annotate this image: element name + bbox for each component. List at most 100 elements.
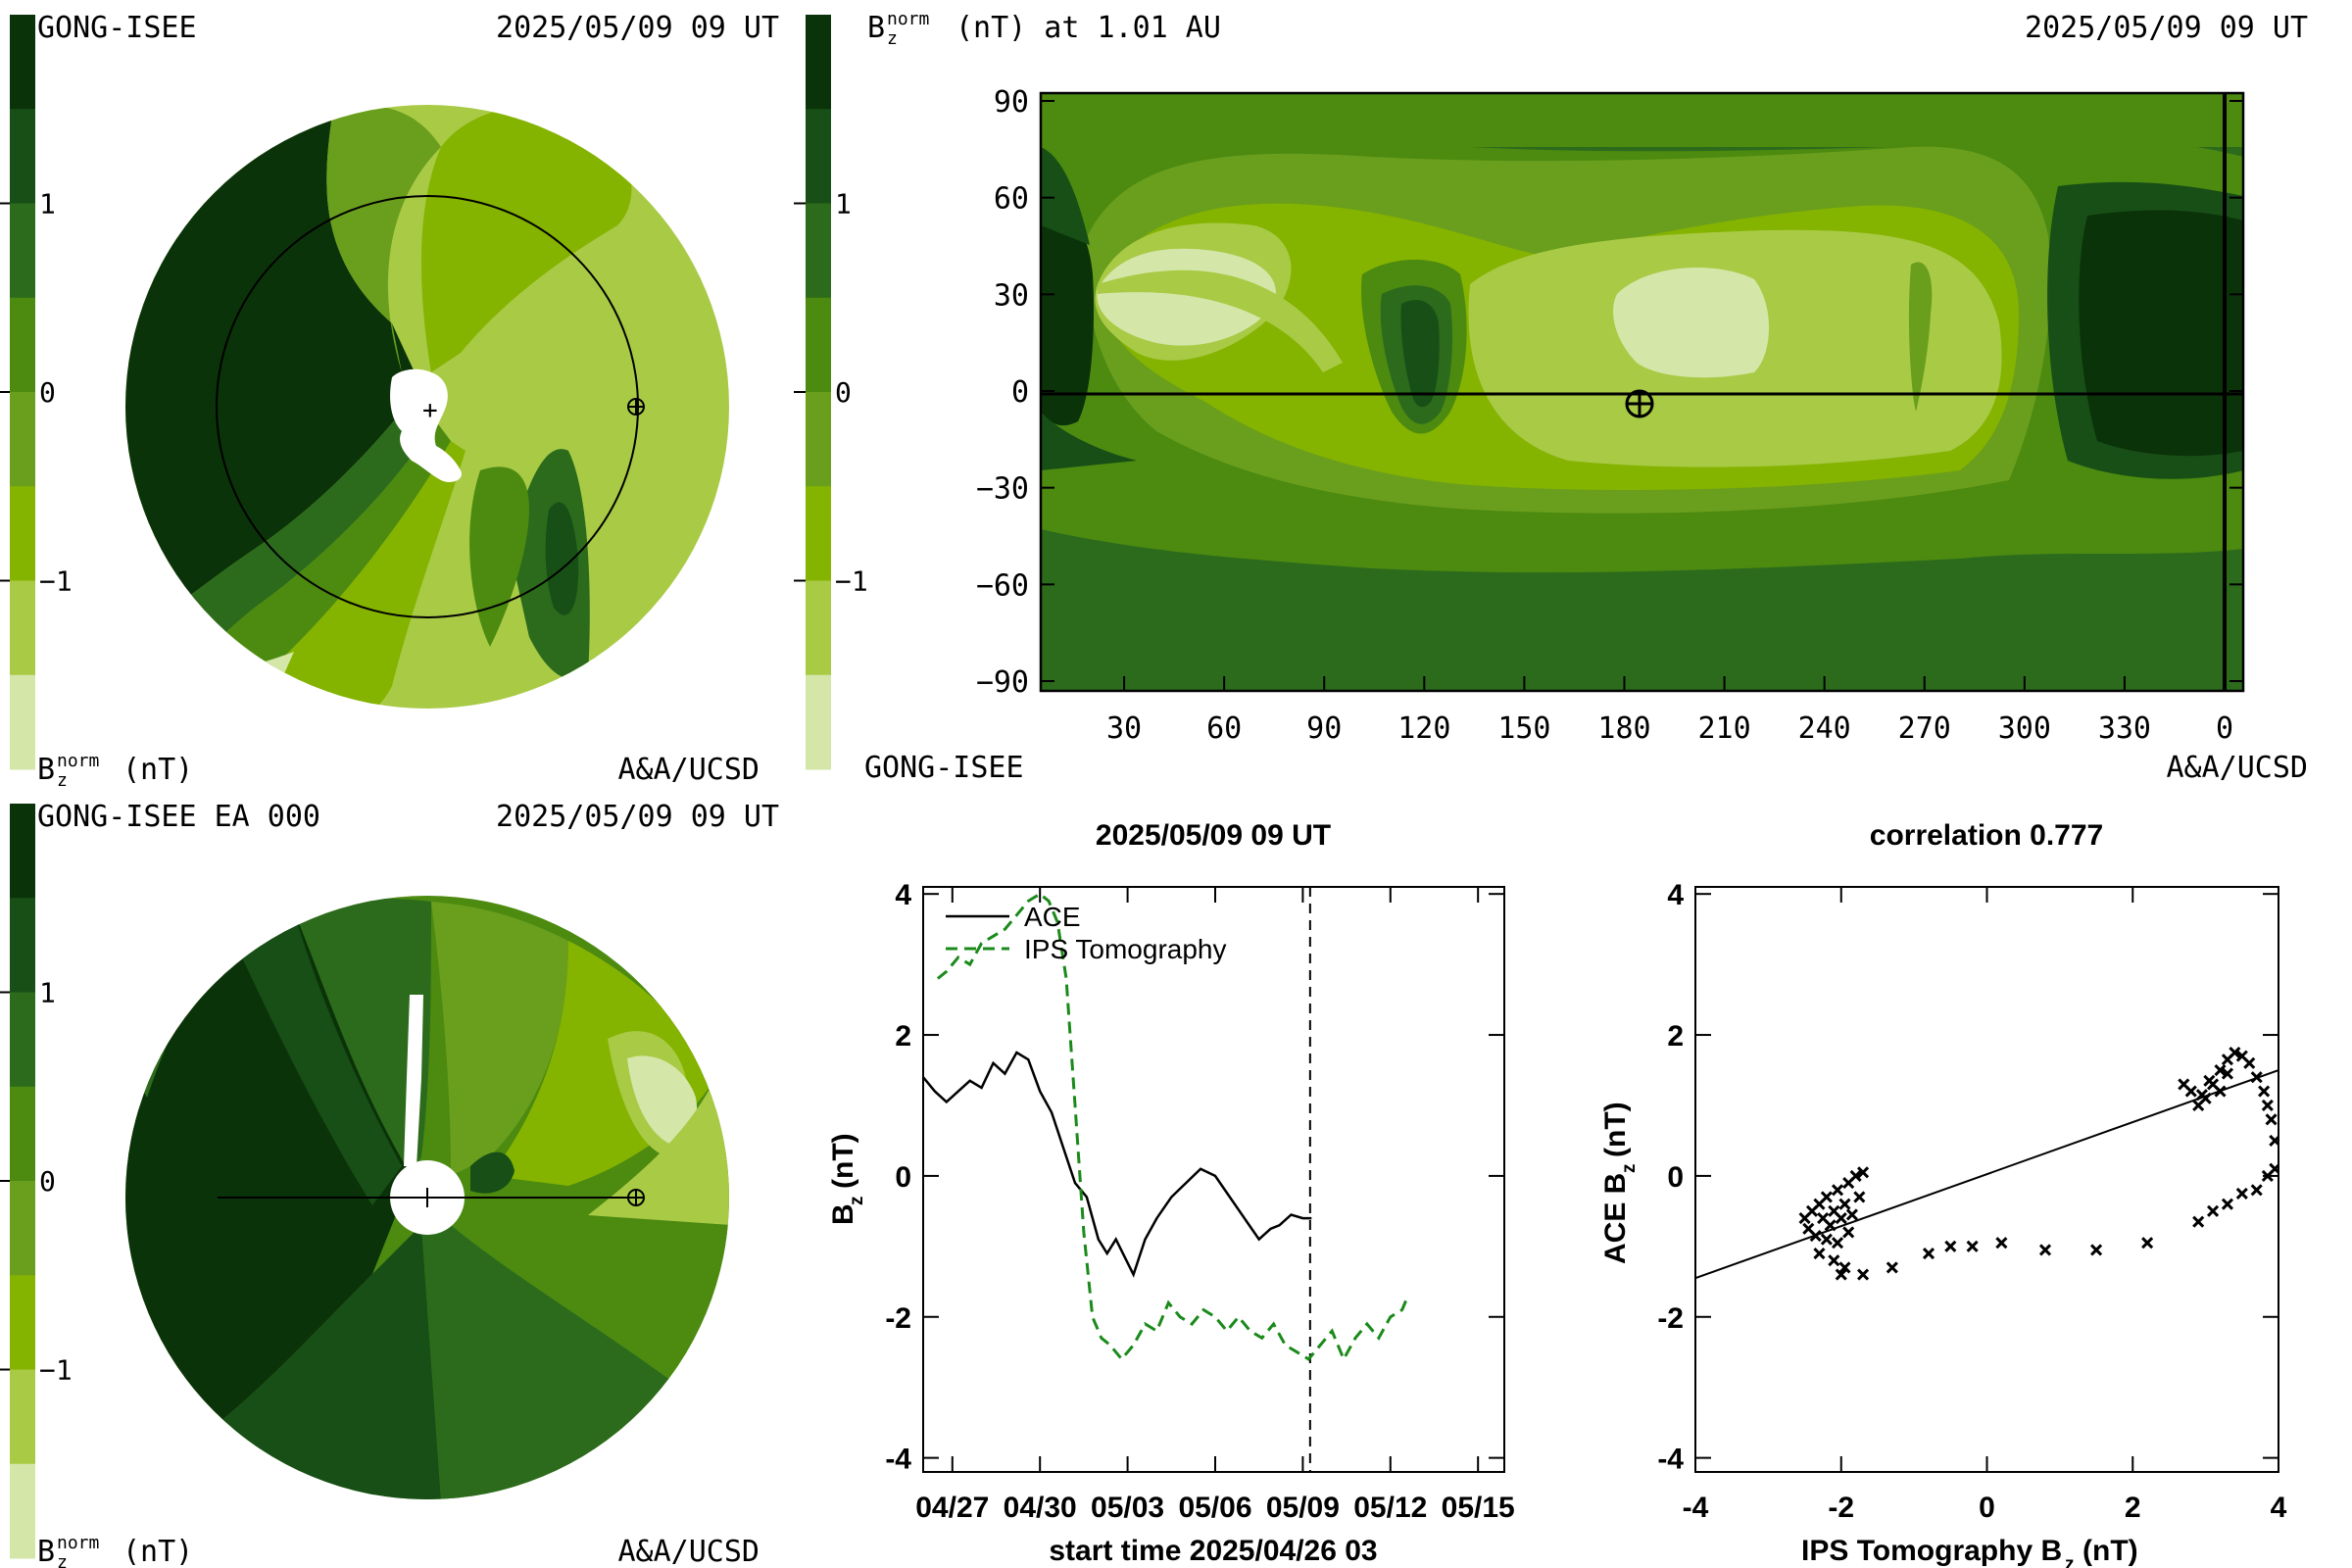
colorbar-segment <box>10 674 35 770</box>
svg-text:(nT): (nT) <box>122 1535 193 1568</box>
scatter-point <box>1835 1211 1847 1225</box>
x-axis-label: start time 2025/04/26 03 <box>1049 1535 1377 1567</box>
x-tick-label: -4 <box>1683 1492 1709 1524</box>
svg-text:B: B <box>37 753 55 787</box>
colorbar-tick-label: 0 <box>835 376 852 409</box>
y-tick-label: 4 <box>1667 879 1684 911</box>
y-tick-label: -4 <box>1657 1444 1684 1476</box>
scatter-point <box>2221 1067 2233 1080</box>
svg-text:z: z <box>2065 1554 2075 1568</box>
y-axis-label: ACE B z (nT) <box>1599 1102 1640 1264</box>
scatter-point-stroke <box>1817 1211 1830 1225</box>
scatter-point-stroke <box>2207 1204 2220 1217</box>
datetime-label: 2025/05/09 09 UT <box>496 11 779 45</box>
scatter-point-stroke <box>2184 1085 2197 1098</box>
svg-text:norm: norm <box>57 751 99 771</box>
scatter-point-stroke <box>1820 1191 1833 1203</box>
colorbar-segment <box>806 392 831 487</box>
scatter-point-stroke <box>1820 1233 1833 1246</box>
map-contours <box>1041 93 2243 691</box>
scatter-point-stroke <box>1835 1268 1847 1281</box>
svg-text:B: B <box>827 1203 859 1225</box>
scatter-point-stroke <box>2243 1056 2256 1069</box>
scatter-point <box>2203 1074 2216 1087</box>
chart-title: correlation 0.777 <box>1870 819 2103 852</box>
colorbar-segment <box>10 992 35 1088</box>
map-title: B z norm (nT) at 1.01 AU <box>867 9 1221 49</box>
y-tick-label: -4 <box>885 1444 911 1476</box>
svg-text:norm: norm <box>887 9 929 29</box>
scatter-point <box>1809 1229 1822 1243</box>
scatter-point <box>1853 1191 1866 1203</box>
map-x-tick-label: 270 <box>1898 711 1951 746</box>
ips-series-line <box>936 892 1410 1363</box>
colorbar-tick-label: 1 <box>39 188 56 220</box>
scatter-point-stroke <box>2235 1050 2248 1062</box>
colorbar-tick-label: −1 <box>39 565 73 598</box>
x-tick-label: -2 <box>1828 1492 1854 1524</box>
map-y-tick-label: 60 <box>994 182 1029 217</box>
scatter-point <box>2214 1063 2227 1077</box>
svg-text:z: z <box>887 28 898 49</box>
x-tick-label: 05/15 <box>1442 1492 1515 1524</box>
scatter-point <box>2235 1050 2248 1062</box>
axes: 4 2 0 -2 -4 -4 -2 0 2 4 <box>1657 879 2286 1524</box>
scatter-point <box>2221 1054 2233 1066</box>
map-y-ticks: 90 60 30 0 −30 −60 −90 <box>976 85 2243 700</box>
scatter-point-stroke <box>1831 1237 1844 1250</box>
scatter-point-stroke <box>2221 1198 2233 1210</box>
scatter-point-stroke <box>2192 1099 2205 1112</box>
colorbar-segment <box>806 203 831 299</box>
svg-text:(nT): (nT) <box>827 1133 859 1189</box>
plot-frame <box>922 886 1505 1473</box>
scatter-point-stroke <box>2214 1063 2227 1077</box>
datetime-label: 2025/05/09 09 UT <box>2025 11 2308 45</box>
scatter-point <box>2038 1244 2052 1256</box>
scatter-point-stroke <box>2250 1184 2263 1197</box>
scatter-point-stroke <box>2258 1085 2271 1098</box>
scatter-point-stroke <box>1831 1184 1844 1197</box>
svg-text:z: z <box>57 770 68 791</box>
colorbar: 1 0 −1 <box>0 804 73 1559</box>
top-view-disc: + <box>125 105 729 709</box>
scatter-point <box>1838 1198 1851 1210</box>
colorbar-segment <box>10 392 35 487</box>
colorbar-segment <box>10 1181 35 1276</box>
y-tick-label: 0 <box>1667 1161 1684 1194</box>
scatter-point-stroke <box>1922 1247 1936 1260</box>
x-tick-label: 05/12 <box>1353 1492 1427 1524</box>
map-y-tick-label: 30 <box>994 278 1029 313</box>
map-x-tick-label: 60 <box>1206 711 1242 746</box>
colorbar-tick-label: 0 <box>39 1165 56 1198</box>
scatter-point-stroke <box>2141 1237 2154 1250</box>
x-tick-label: 4 <box>2271 1492 2287 1524</box>
source-label: GONG-ISEE <box>37 11 197 45</box>
scatter-point-stroke <box>2192 1215 2205 1228</box>
y-tick-label: 2 <box>895 1020 911 1053</box>
scatter-point <box>2214 1085 2227 1098</box>
colorbar-segment <box>806 486 831 581</box>
map-x-tick-label: 330 <box>2098 711 2151 746</box>
scatter-point <box>2235 1187 2248 1200</box>
scatter-point-stroke <box>1845 1208 1858 1221</box>
colorbar-tick-label: 1 <box>835 188 852 220</box>
scatter-point-stroke <box>2090 1244 2103 1256</box>
map-x-ticks: 30 60 90 120 150 180 210 240 270 300 330 0 <box>1106 676 2233 746</box>
scatter-point <box>2261 1099 2274 1112</box>
scatter-point-stroke <box>2250 1071 2263 1084</box>
map-x-tick-label: 180 <box>1597 711 1650 746</box>
scatter-point <box>2269 1134 2278 1148</box>
scatter-point-stroke <box>1824 1219 1837 1232</box>
scatter-point <box>2265 1113 2278 1126</box>
svg-text:ACE B: ACE B <box>1599 1173 1632 1264</box>
svg-text:B: B <box>867 11 885 45</box>
scatter-point <box>2090 1244 2103 1256</box>
colorbar: 1 0 −1 <box>0 15 73 770</box>
scatter-point <box>1820 1233 1833 1246</box>
scatter-point <box>1857 1268 1870 1281</box>
svg-text:z: z <box>847 1197 867 1206</box>
scatter-point-stroke <box>1813 1247 1826 1260</box>
legend-ips-label: IPS Tomography <box>1024 934 1227 964</box>
credit-label: A&A/UCSD <box>2167 751 2309 785</box>
scatter-point <box>1813 1247 1826 1260</box>
